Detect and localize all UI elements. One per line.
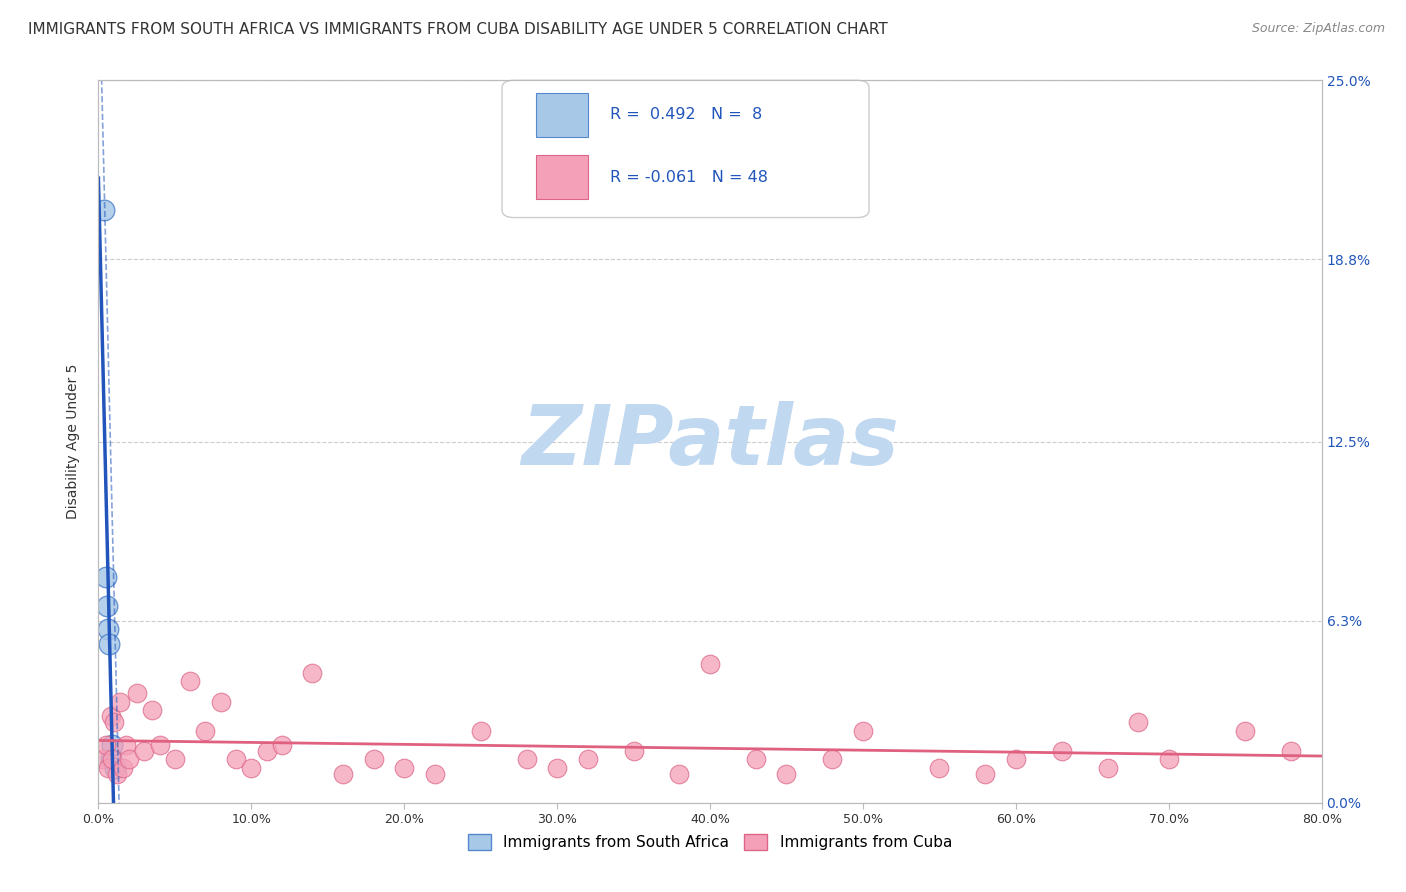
Point — [225, 752, 247, 766]
Point — [775, 767, 797, 781]
Text: R =  0.492   N =  8: R = 0.492 N = 8 — [610, 107, 762, 122]
Point — [101, 738, 124, 752]
Point — [516, 752, 538, 766]
Point — [149, 738, 172, 752]
FancyBboxPatch shape — [536, 93, 588, 137]
Point — [91, 752, 114, 766]
Point — [194, 723, 217, 738]
Point — [699, 657, 721, 671]
Point — [97, 761, 120, 775]
Point — [111, 761, 134, 775]
Point — [256, 744, 278, 758]
Point — [98, 637, 121, 651]
FancyBboxPatch shape — [502, 80, 869, 218]
Point — [1234, 723, 1257, 738]
Point — [668, 767, 690, 781]
Point — [928, 761, 950, 775]
Point — [94, 738, 117, 752]
Point — [852, 723, 875, 738]
Point — [240, 761, 263, 775]
Point — [94, 570, 117, 584]
Point — [392, 761, 416, 775]
Y-axis label: Disability Age Under 5: Disability Age Under 5 — [66, 364, 80, 519]
Point — [100, 752, 122, 766]
Text: ZIPatlas: ZIPatlas — [522, 401, 898, 482]
Point — [423, 767, 446, 781]
Text: Source: ZipAtlas.com: Source: ZipAtlas.com — [1251, 22, 1385, 36]
Point — [104, 761, 127, 775]
Point — [93, 203, 115, 218]
Point — [118, 752, 141, 766]
Point — [1097, 761, 1119, 775]
Point — [974, 767, 997, 781]
Point — [1050, 744, 1073, 758]
Point — [141, 703, 163, 717]
Point — [332, 767, 354, 781]
Point — [96, 599, 118, 614]
Point — [576, 752, 599, 766]
FancyBboxPatch shape — [536, 154, 588, 200]
Point — [1157, 752, 1180, 766]
Text: R = -0.061   N = 48: R = -0.061 N = 48 — [610, 169, 768, 185]
Point — [745, 752, 768, 766]
Point — [101, 752, 124, 766]
Point — [270, 738, 294, 752]
Point — [163, 752, 186, 766]
Point — [470, 723, 492, 738]
Point — [115, 738, 138, 752]
Point — [1004, 752, 1026, 766]
Point — [108, 695, 131, 709]
Point — [103, 714, 125, 729]
Legend: Immigrants from South Africa, Immigrants from Cuba: Immigrants from South Africa, Immigrants… — [463, 829, 957, 856]
Point — [134, 744, 156, 758]
Point — [105, 767, 128, 781]
Point — [97, 623, 120, 637]
Point — [209, 695, 232, 709]
Point — [363, 752, 385, 766]
Point — [546, 761, 568, 775]
Point — [1279, 744, 1302, 758]
Point — [623, 744, 645, 758]
Point — [301, 665, 323, 680]
Point — [179, 674, 201, 689]
Point — [100, 709, 122, 723]
Point — [125, 686, 148, 700]
Text: IMMIGRANTS FROM SOUTH AFRICA VS IMMIGRANTS FROM CUBA DISABILITY AGE UNDER 5 CORR: IMMIGRANTS FROM SOUTH AFRICA VS IMMIGRAN… — [28, 22, 887, 37]
Point — [821, 752, 844, 766]
Point — [1128, 714, 1150, 729]
